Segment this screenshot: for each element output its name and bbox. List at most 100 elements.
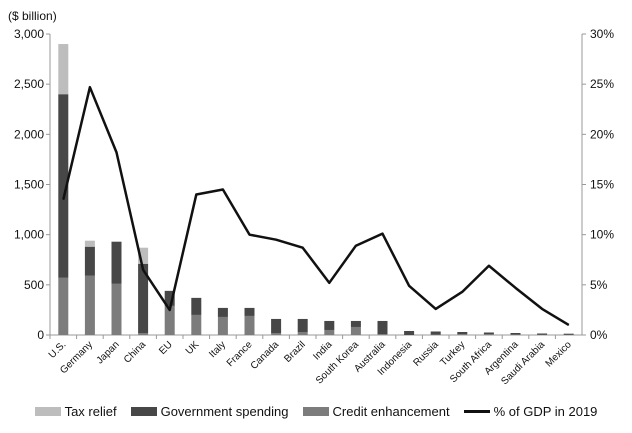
bar-credit-enhancement	[111, 283, 122, 335]
bar-tax-relief	[138, 247, 149, 264]
y-tick-label: 0	[37, 328, 44, 342]
bar-government-spending	[297, 318, 308, 332]
y-tick-label: 2,000	[14, 127, 44, 141]
gdp-point	[488, 265, 490, 267]
bar-credit-enhancement	[164, 305, 175, 335]
legend-line	[463, 410, 490, 413]
x-tick-label: Canada	[249, 339, 282, 372]
y2-tick-label: 30%	[590, 27, 614, 41]
bar-government-spending	[271, 318, 282, 333]
bar-government-spending	[217, 307, 228, 317]
bar-government-spending	[111, 241, 122, 284]
y2-tick-label: 20%	[590, 127, 614, 141]
legend-label: Tax relief	[64, 404, 117, 419]
gdp-point	[408, 285, 410, 287]
bar-government-spending	[164, 290, 175, 306]
y-tick-label: 2,500	[14, 77, 44, 91]
bar-government-spending	[324, 320, 335, 330]
gdp-point	[116, 151, 117, 153]
y-tick-label: 500	[24, 278, 44, 292]
gdp-point	[435, 308, 437, 310]
bar-government-spending	[244, 307, 255, 316]
bar-tax-relief	[84, 240, 95, 247]
bar-credit-enhancement	[457, 333, 468, 335]
legend-credit-enhancement: Credit enhancement	[302, 404, 450, 419]
bar-credit-enhancement	[324, 329, 335, 335]
x-tick-label: U.S.	[47, 339, 69, 361]
y-tick-label: 1,500	[14, 178, 44, 192]
bar-government-spending	[457, 331, 468, 334]
bar-government-spending	[84, 246, 95, 276]
bar-government-spending	[563, 333, 574, 335]
bar-credit-enhancement	[191, 314, 202, 335]
bar-credit-enhancement	[297, 331, 308, 335]
bar-credit-enhancement	[217, 316, 228, 335]
legend-gdp: % of GDP in 2019	[463, 404, 598, 419]
legend-label: Credit enhancement	[332, 404, 450, 419]
legend-tax-relief: Tax relief	[34, 404, 117, 419]
gdp-point	[541, 308, 543, 310]
bar-government-spending	[483, 332, 494, 334]
gdp-point	[62, 199, 64, 201]
bar-government-spending	[430, 331, 441, 335]
y-tick-label: 1,000	[14, 228, 44, 242]
legend-swatch	[130, 407, 157, 416]
y2-tick-label: 25%	[590, 77, 614, 91]
bar-government-spending	[138, 263, 149, 333]
bar-government-spending	[58, 94, 69, 278]
bar-credit-enhancement	[510, 334, 521, 335]
gdp-point	[249, 234, 250, 236]
x-tick-label: China	[122, 339, 149, 366]
legend-label: % of GDP in 2019	[493, 404, 598, 419]
y-tick-label: 3,000	[14, 27, 44, 41]
bar-credit-enhancement	[58, 277, 69, 335]
bar-credit-enhancement	[430, 334, 441, 335]
gdp-point	[169, 309, 171, 311]
gdp-point	[222, 189, 224, 191]
bar-government-spending	[377, 320, 388, 334]
bar-government-spending	[510, 332, 521, 335]
bar-credit-enhancement	[377, 333, 388, 335]
y-axis-label: ($ billion)	[8, 9, 57, 23]
y2-tick-label: 15%	[590, 178, 614, 192]
x-tick-label: India	[311, 339, 334, 362]
legend: Tax relief Government spending Credit en…	[0, 404, 632, 419]
gdp-point	[382, 233, 383, 235]
bar-credit-enhancement	[271, 332, 282, 335]
gdp-point	[275, 239, 277, 241]
x-tick-label: Brazil	[282, 339, 307, 364]
gdp-point	[89, 86, 91, 88]
gdp-point	[302, 247, 304, 249]
y2-tick-label: 10%	[590, 228, 614, 242]
y2-tick-label: 0%	[590, 328, 608, 342]
legend-swatch	[34, 407, 61, 416]
bar-credit-enhancement	[138, 332, 149, 335]
gdp-point	[355, 245, 357, 247]
legend-government-spending: Government spending	[130, 404, 289, 419]
bar-government-spending	[537, 333, 548, 335]
bar-credit-enhancement	[350, 326, 361, 335]
x-tick-label: Mexico	[544, 339, 574, 369]
x-tick-label: UK	[184, 339, 202, 357]
x-tick-label: EU	[157, 339, 175, 357]
bar-government-spending	[404, 330, 415, 335]
gdp-line	[62, 85, 570, 327]
x-tick-label: Japan	[95, 339, 122, 366]
legend-swatch	[302, 407, 329, 416]
bar-tax-relief	[58, 44, 69, 95]
legend-label: Government spending	[160, 404, 289, 419]
x-tick-label: Italy	[207, 339, 228, 360]
bar-government-spending	[350, 320, 361, 327]
bar-government-spending	[191, 297, 202, 315]
gdp-point	[515, 287, 516, 289]
gdp-point	[461, 291, 463, 293]
bar-credit-enhancement	[483, 333, 494, 335]
gdp-point	[195, 194, 197, 196]
gdp-point	[328, 282, 330, 284]
bar-credit-enhancement	[244, 315, 255, 335]
gdp-point	[568, 324, 570, 326]
x-tick-label: Russia	[411, 339, 441, 369]
y2-tick-label: 5%	[590, 278, 608, 292]
